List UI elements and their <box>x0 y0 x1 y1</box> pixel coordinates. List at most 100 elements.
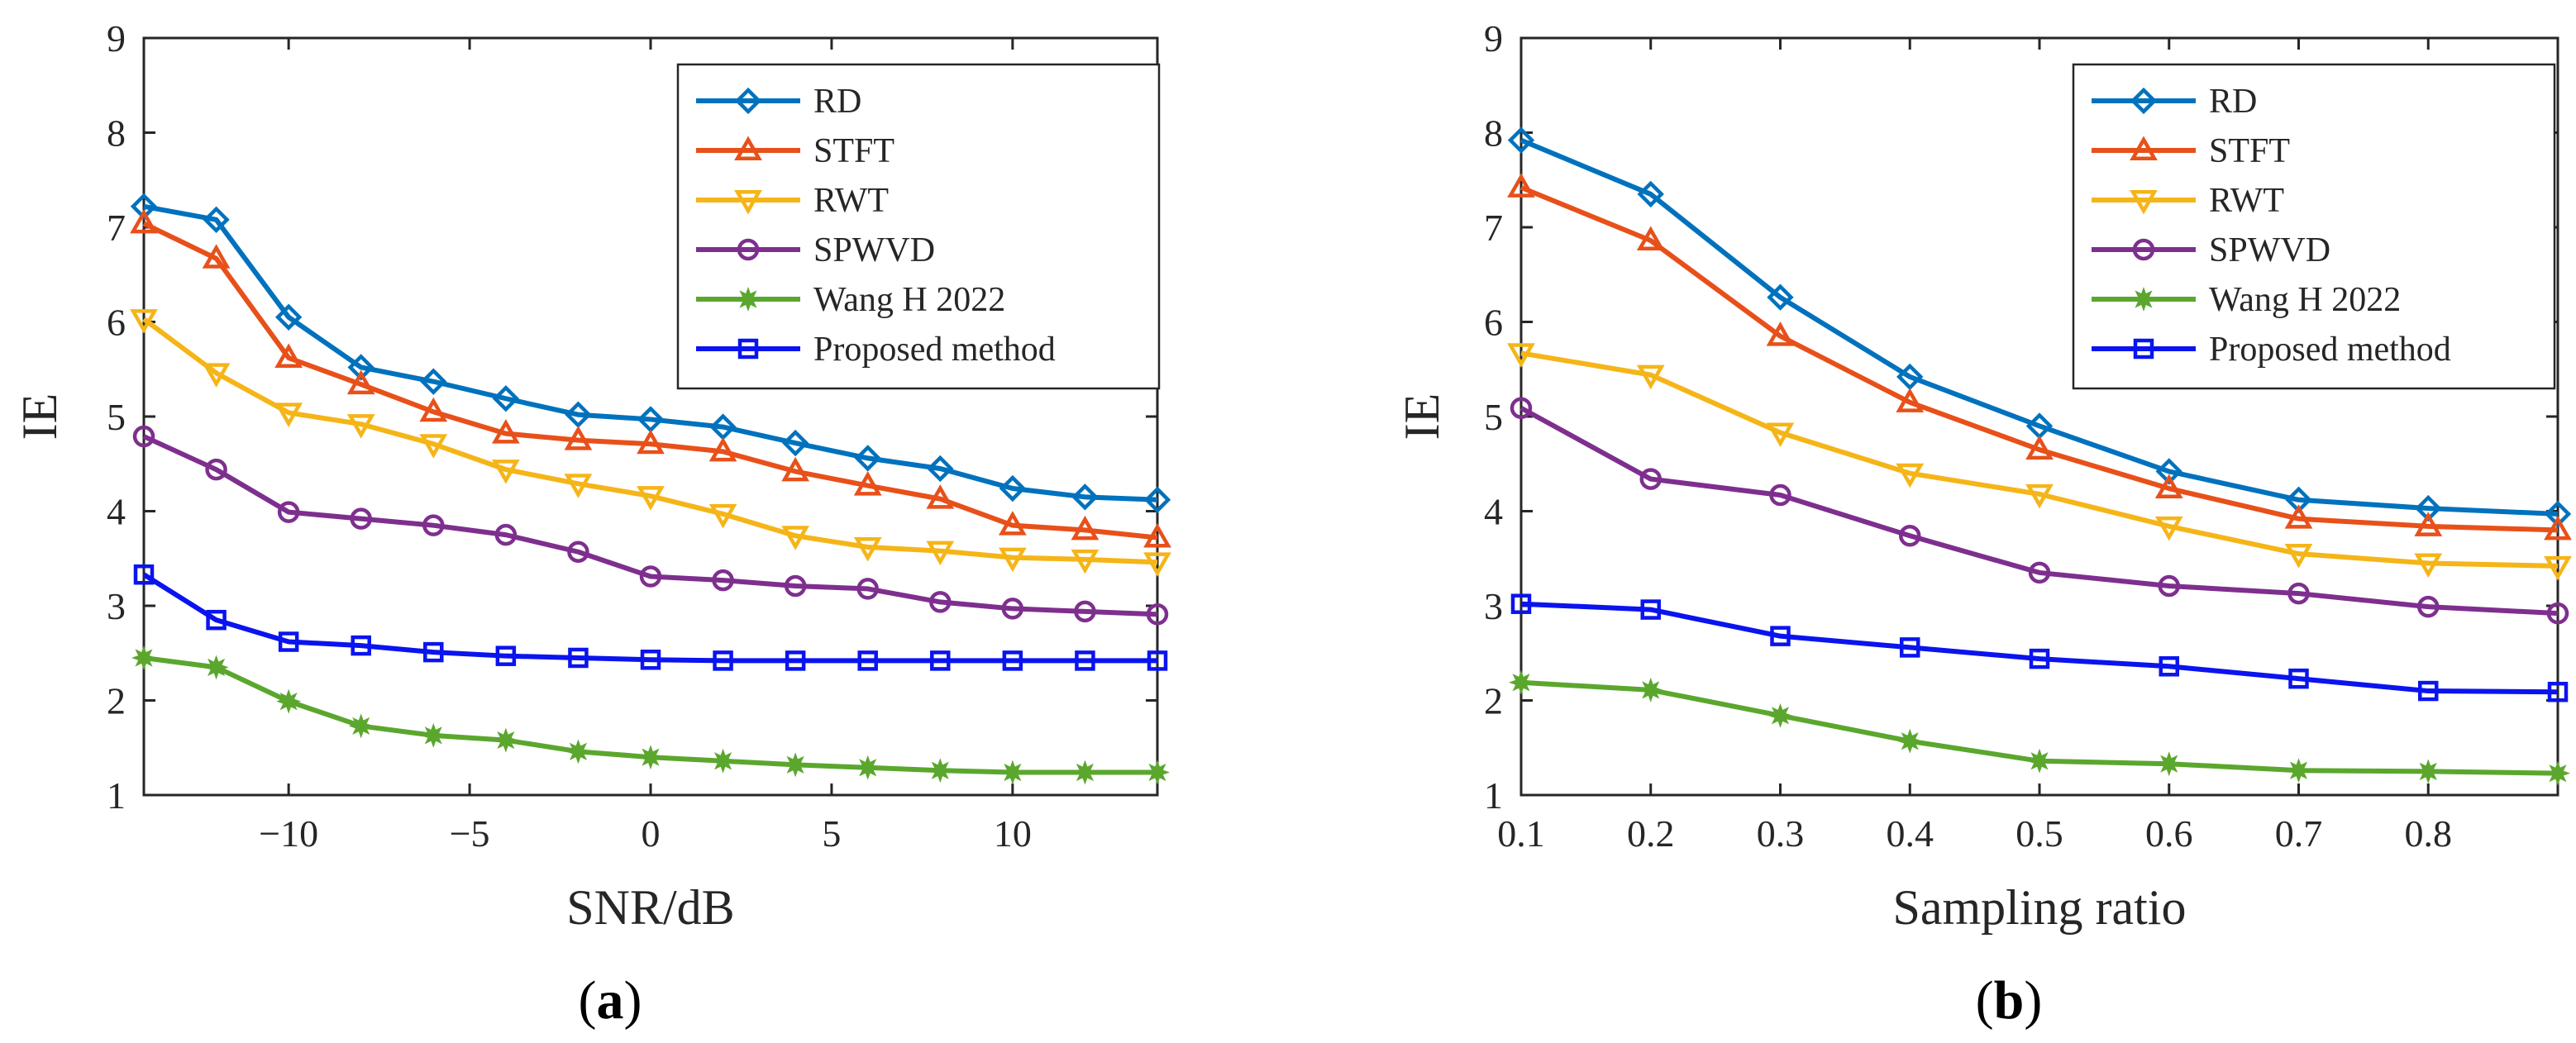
data-point <box>130 309 158 334</box>
data-point <box>2544 555 2572 581</box>
x-tick-label: 0.2 <box>1627 812 1675 855</box>
data-point <box>1143 523 1171 548</box>
series-line <box>1520 601 2559 695</box>
y-tick-label: 4 <box>1484 491 1503 533</box>
series-proposed-method <box>1510 593 2569 702</box>
legend-box <box>676 63 1161 390</box>
x-axis: −10 −5 0 5 10 <box>259 38 1032 855</box>
y-axis: 1 2 3 4 5 6 7 8 9 <box>1484 17 2558 817</box>
x-axis-label: Sampling ratio <box>1893 880 2187 935</box>
data-point <box>274 402 303 427</box>
x-axis: 0.1 0.2 0.3 0.4 0.5 0.6 0.7 0.8 <box>1497 38 2452 855</box>
x-tick-label: 0.5 <box>2015 812 2063 855</box>
data-point <box>1509 669 1534 695</box>
data-point <box>278 631 299 652</box>
data-point <box>203 655 229 680</box>
data-point <box>276 688 302 714</box>
data-point <box>2284 504 2313 529</box>
data-point <box>419 434 448 459</box>
data-point <box>1002 650 1023 671</box>
data-point <box>1896 463 1925 488</box>
legend-label: RD <box>2209 83 2257 121</box>
legend-marker <box>2131 287 2156 312</box>
y-tick-label: 8 <box>107 112 126 155</box>
series-line <box>1519 406 2559 617</box>
data-point <box>1071 483 1099 511</box>
data-point <box>1001 598 1024 620</box>
x-tick-label: 5 <box>822 812 841 855</box>
series-stft <box>1507 173 2572 541</box>
data-point <box>708 436 737 462</box>
data-point <box>2029 648 2050 669</box>
data-point <box>2547 681 2569 702</box>
data-point <box>928 758 953 783</box>
data-point <box>2417 595 2440 618</box>
legend-label: SPWVD <box>813 231 935 269</box>
data-point <box>856 578 879 600</box>
data-point <box>2546 602 2569 625</box>
data-point <box>1896 363 1924 391</box>
series-line <box>142 221 1158 541</box>
data-point <box>708 503 737 529</box>
data-point <box>1767 702 1793 728</box>
data-point <box>346 369 375 395</box>
data-point <box>1072 760 1098 785</box>
series-stft <box>130 208 1171 548</box>
data-point <box>637 429 665 455</box>
data-point <box>1507 173 1535 198</box>
y-tick-label: 2 <box>1484 680 1503 722</box>
x-tick-label: 0 <box>642 812 661 855</box>
data-point <box>1639 468 1662 490</box>
data-point <box>565 739 591 764</box>
x-axis-label: SNR/dB <box>566 880 734 935</box>
series-rd <box>1507 126 2572 528</box>
legend: RD STFT RWT SPWVD Wang H 2022 Proposed method <box>2072 63 2556 390</box>
data-point <box>999 760 1025 785</box>
data-point <box>2286 758 2311 783</box>
y-tick-label: 2 <box>107 680 126 722</box>
data-point <box>713 650 733 671</box>
data-point <box>855 755 880 780</box>
y-tick-label: 7 <box>1484 207 1503 249</box>
data-point <box>1146 603 1169 626</box>
series-line <box>1520 350 2559 569</box>
data-point <box>1636 226 1665 251</box>
data-point <box>1507 343 1535 368</box>
data-point <box>1507 126 1535 154</box>
y-axis-label: IE <box>12 393 67 441</box>
data-point <box>491 460 520 484</box>
data-point <box>637 486 665 511</box>
data-point <box>1766 321 1795 346</box>
series-wang-h-2022 <box>131 645 1170 785</box>
x-tick-label: 0.8 <box>2405 812 2453 855</box>
data-point <box>1071 515 1100 541</box>
data-point <box>2414 512 2443 536</box>
data-point <box>2288 668 2309 689</box>
legend-marker <box>734 136 762 160</box>
data-point <box>277 501 300 523</box>
y-tick-label: 3 <box>107 585 126 627</box>
data-point <box>639 565 662 588</box>
data-point <box>1766 422 1795 448</box>
y-tick-label: 9 <box>1484 17 1503 60</box>
x-tick-label: −10 <box>259 812 318 855</box>
data-point <box>2156 751 2182 777</box>
series-proposed-method <box>133 564 1168 671</box>
data-point <box>133 564 155 585</box>
y-tick-label: 5 <box>1484 396 1503 438</box>
legend-marker <box>737 338 759 360</box>
data-point <box>2418 680 2439 702</box>
data-point <box>274 303 303 331</box>
data-point <box>422 514 445 536</box>
data-point <box>1640 599 1661 620</box>
y-tick-label: 1 <box>1484 774 1503 817</box>
chart-panel-a: 1 2 3 4 5 6 7 8 9 −10 −5 0 5 10 SNR/dB IE RD STFT RWT SPWVD… <box>12 17 1171 1031</box>
legend-label: RWT <box>2209 182 2284 220</box>
data-point <box>1143 486 1171 513</box>
data-point <box>420 368 447 395</box>
data-point <box>1767 283 1794 311</box>
y-tick-label: 8 <box>1484 112 1503 155</box>
data-point <box>1636 364 1665 390</box>
data-point <box>419 397 448 422</box>
data-point <box>929 591 952 613</box>
